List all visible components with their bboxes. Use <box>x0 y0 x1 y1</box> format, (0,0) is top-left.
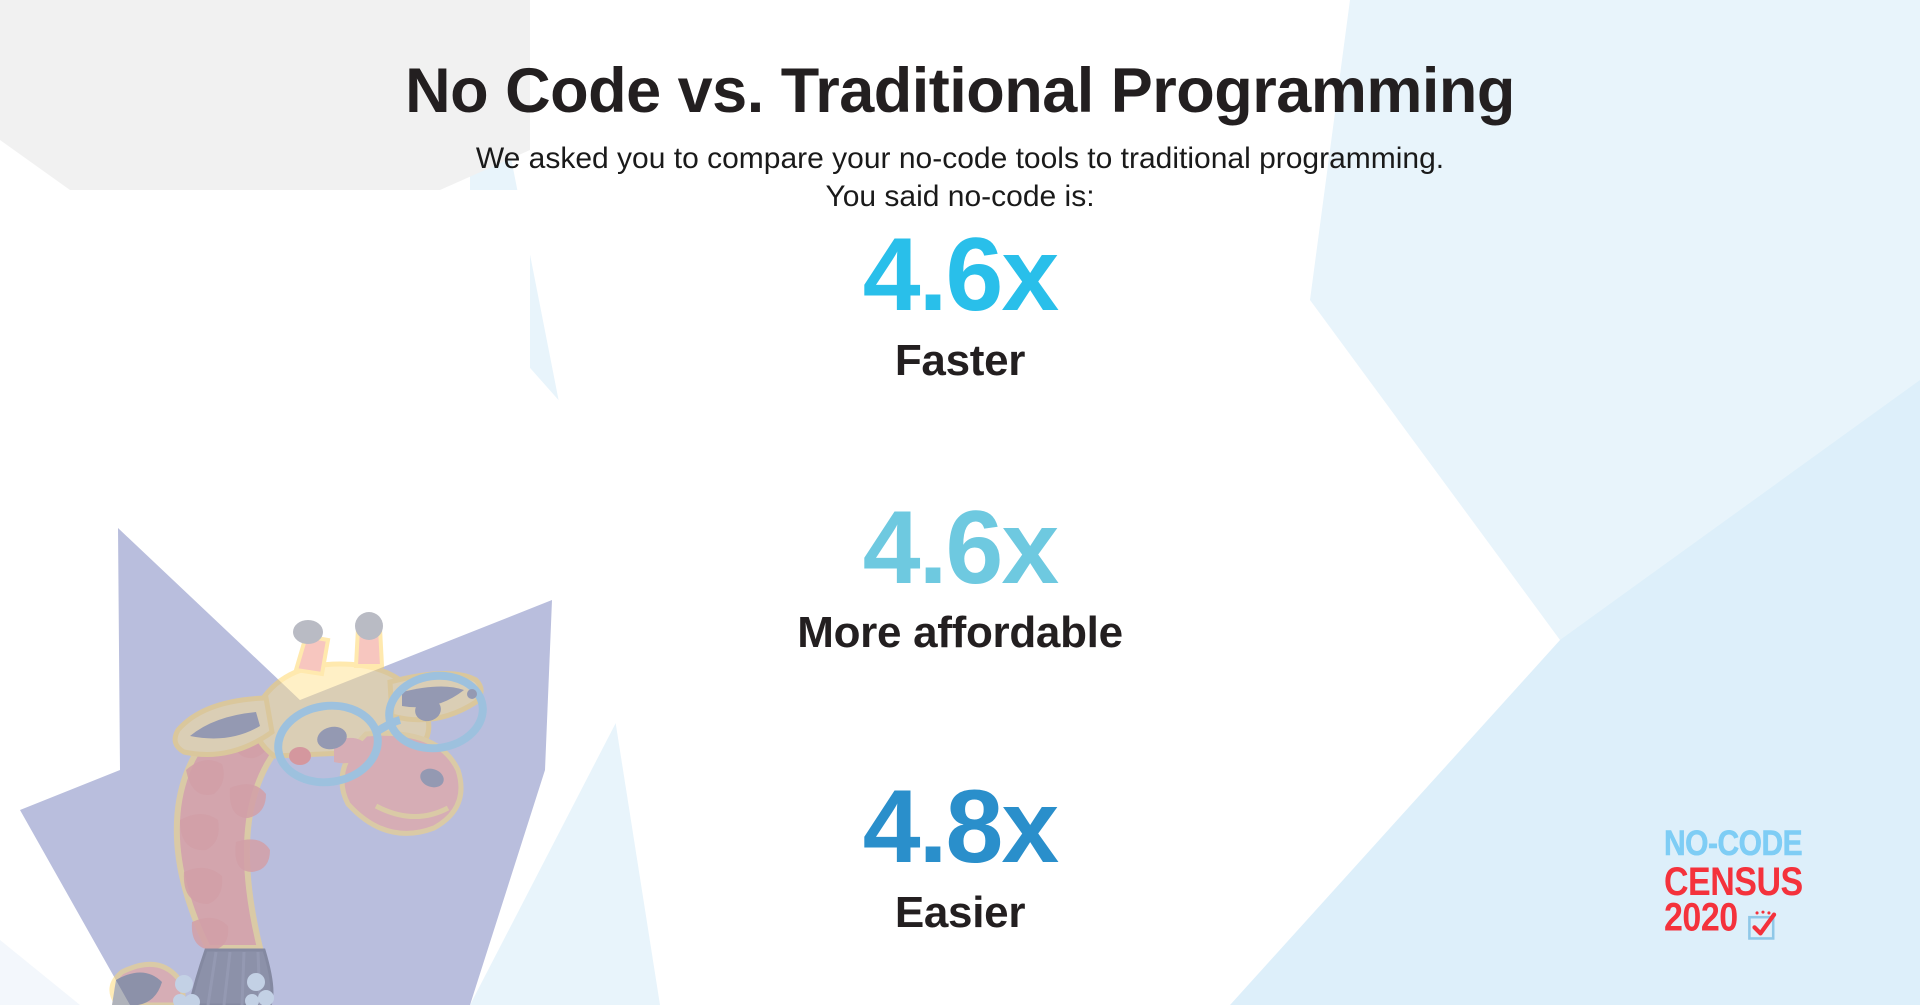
giraffe-snout <box>339 730 464 836</box>
stat-item-easier: 4.8x Easier <box>0 769 1920 938</box>
page-title: No Code vs. Traditional Programming <box>405 56 1515 126</box>
center-white-shape <box>480 0 1560 1005</box>
polygon-white-left <box>0 190 530 560</box>
stat-label-easier: Easier <box>894 888 1026 938</box>
subtitle-line-1: We asked you to compare your no-code too… <box>475 142 1445 175</box>
giraffe-eye-left <box>317 726 347 750</box>
giraffe-ear-left <box>172 695 275 757</box>
logo-line-2020: 2020 <box>1664 894 1738 940</box>
giraffe-sweater <box>188 948 274 1005</box>
no-code-census-logo: NO-CODE CENSUS 2020 <box>1664 824 1824 941</box>
giraffe-ossicones <box>293 612 385 677</box>
giraffe-ear-right <box>387 671 484 723</box>
checkbox-checked-icon <box>1747 910 1776 940</box>
giraffe-glasses <box>274 671 487 787</box>
giraffe-necklace <box>173 973 274 1005</box>
stat-item-more-affordable: 4.6x More affordable <box>0 489 1920 659</box>
corner-blue-bottomleft <box>0 940 80 1005</box>
giraffe-head <box>252 661 432 759</box>
polygon-gray-topleft <box>0 0 530 190</box>
giraffe-leg <box>109 961 186 1005</box>
stat-value-easier: 4.8x <box>862 769 1059 886</box>
stat-value-more-affordable: 4.6x <box>862 489 1059 606</box>
logo-year-row: 2020 <box>1664 895 1824 941</box>
stat-label-faster: Faster <box>894 335 1026 385</box>
stat-item-faster: 4.6x Faster <box>0 217 1920 386</box>
giraffe-mascot-illustration <box>109 612 487 1005</box>
giraffe-nostril <box>420 768 444 788</box>
wedge-right-shape <box>1230 380 1920 1005</box>
logo-line-no-code: NO-CODE <box>1664 824 1803 864</box>
stats-list: 4.6x Faster 4.6x More affordable 4.8x Ea… <box>0 217 1920 938</box>
giraffe-eye-right <box>415 698 441 722</box>
page-subtitle: We asked you to compare your no-code too… <box>0 140 1920 217</box>
stat-label-more-affordable: More affordable <box>797 608 1123 658</box>
logo-line-census: CENSUS <box>1664 858 1803 904</box>
stat-value-faster: 4.6x <box>862 217 1059 333</box>
subtitle-line-2: You said no-code is: <box>825 180 1095 214</box>
giraffe-neck <box>173 712 298 951</box>
star-left-notch <box>120 528 430 700</box>
star-left-shape <box>20 528 552 1005</box>
